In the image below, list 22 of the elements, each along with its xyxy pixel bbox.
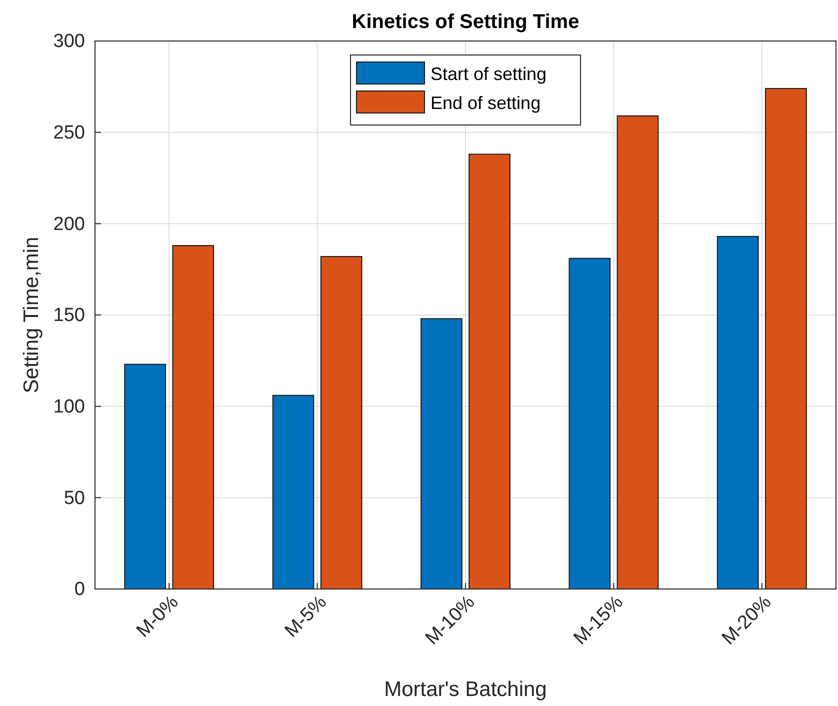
bar: [716, 236, 759, 590]
y-tick-label: 50: [64, 488, 85, 509]
legend-label: Start of setting: [430, 64, 547, 84]
bar: [616, 115, 659, 590]
bar: [124, 364, 166, 590]
y-tick-label: 0: [74, 579, 85, 600]
y-tick-label: 300: [53, 31, 85, 52]
y-tick-label: 200: [53, 214, 85, 235]
bar: [320, 256, 362, 590]
y-axis-title: Setting Time,min: [20, 236, 43, 394]
bar: [420, 318, 462, 590]
bar: [272, 394, 314, 590]
y-tick-label: 100: [53, 396, 85, 418]
y-tick-label: 150: [53, 305, 85, 326]
x-axis-title: Mortar's Batching: [384, 678, 547, 701]
bar: [765, 88, 807, 590]
bar: [468, 154, 510, 590]
bar: [568, 258, 611, 590]
bar: [172, 245, 214, 590]
y-tick-label: 250: [53, 122, 85, 144]
legend-label: End of setting: [430, 93, 541, 113]
chart-title: Kinetics of Setting Time: [352, 11, 580, 33]
